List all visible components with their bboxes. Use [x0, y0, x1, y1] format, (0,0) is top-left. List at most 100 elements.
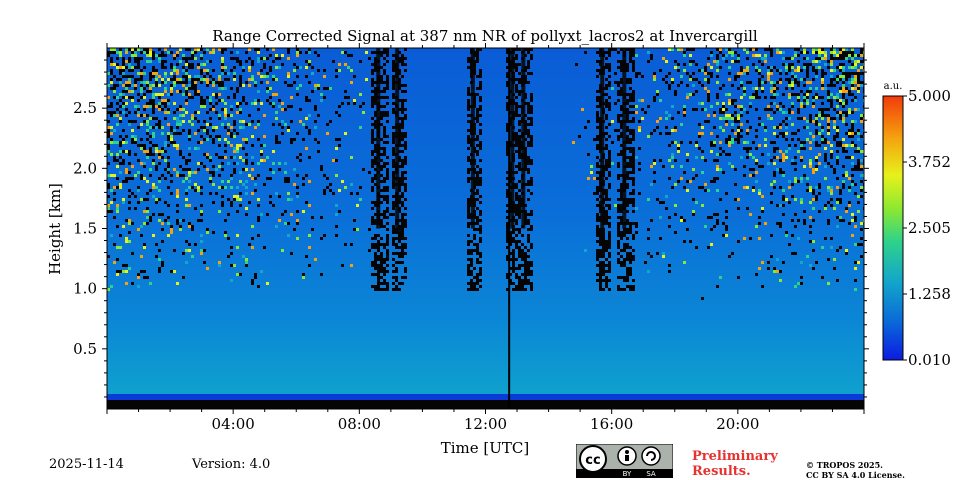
heatmap-cell [626, 78, 629, 81]
heatmap-cell [467, 108, 470, 111]
heatmap-cell [314, 120, 317, 123]
heatmap-cell [200, 192, 203, 195]
heatmap-cell [236, 111, 239, 114]
heatmap-cell [785, 87, 788, 90]
heatmap-cell [665, 195, 668, 198]
heatmap-cell [608, 222, 611, 225]
heatmap-cell [167, 78, 170, 81]
heatmap-cell [221, 180, 224, 183]
heatmap-cell [629, 201, 632, 204]
heatmap-cell [119, 78, 122, 81]
heatmap-cell [629, 285, 632, 288]
heatmap-cell [530, 213, 533, 216]
heatmap-cell [170, 135, 173, 138]
heatmap-cell [119, 69, 122, 72]
heatmap-cell [755, 273, 758, 276]
heatmap-cell [335, 111, 338, 114]
heatmap-cell [404, 270, 407, 273]
heatmap-cell [527, 279, 530, 282]
heatmap-cell [815, 186, 818, 189]
heatmap-cell [860, 150, 863, 153]
heatmap-cell [155, 78, 158, 81]
heatmap-cell [176, 144, 179, 147]
heatmap-cell [677, 144, 680, 147]
heatmap-cell [677, 66, 680, 69]
heatmap-cell [158, 219, 161, 222]
heatmap-cell [827, 84, 830, 87]
heatmap-cell [290, 198, 293, 201]
heatmap-cell [632, 96, 635, 99]
heatmap-cell [704, 78, 707, 81]
heatmap-cell [761, 195, 764, 198]
heatmap-cell [221, 57, 224, 60]
heatmap-cell [476, 180, 479, 183]
heatmap-cell [599, 279, 602, 282]
heatmap-cell [473, 282, 476, 285]
heatmap-cell [233, 123, 236, 126]
heatmap-cell [332, 192, 335, 195]
heatmap-cell [860, 168, 863, 171]
heatmap-cell [626, 237, 629, 240]
heatmap-cell [371, 129, 374, 132]
heatmap-cell [374, 156, 377, 159]
heatmap-cell [158, 177, 161, 180]
heatmap-cell [230, 57, 233, 60]
heatmap-cell [770, 87, 773, 90]
heatmap-cell [629, 246, 632, 249]
heatmap-cell [158, 258, 161, 261]
heatmap-cell [527, 171, 530, 174]
heatmap-cell [374, 150, 377, 153]
heatmap-cell [812, 138, 815, 141]
heatmap-cell [812, 120, 815, 123]
heatmap-cell [221, 162, 224, 165]
heatmap-cell [833, 120, 836, 123]
heatmap-cell [776, 222, 779, 225]
heatmap-cell [662, 165, 665, 168]
heatmap-cell [188, 186, 191, 189]
heatmap-cell [314, 87, 317, 90]
heatmap-cell [398, 84, 401, 87]
heatmap-cell [119, 186, 122, 189]
heatmap-cell [287, 51, 290, 54]
heatmap-cell [209, 177, 212, 180]
heatmap-cell [209, 51, 212, 54]
heatmap-cell [167, 123, 170, 126]
heatmap-cell [245, 264, 248, 267]
heatmap-cell [389, 213, 392, 216]
heatmap-cell [830, 150, 833, 153]
heatmap-cell [596, 138, 599, 141]
heatmap-cell [320, 93, 323, 96]
heatmap-cell [299, 120, 302, 123]
heatmap-cell [830, 84, 833, 87]
heatmap-cell [815, 66, 818, 69]
heatmap-cell [320, 273, 323, 276]
heatmap-cell [854, 225, 857, 228]
heatmap-cell [467, 171, 470, 174]
heatmap-cell [122, 162, 125, 165]
heatmap-cell [830, 51, 833, 54]
heatmap-cell [401, 90, 404, 93]
heatmap-cell [158, 153, 161, 156]
heatmap-cell [728, 66, 731, 69]
heatmap-cell [818, 144, 821, 147]
heatmap-cell [644, 111, 647, 114]
heatmap-cell [221, 99, 224, 102]
heatmap-cell [173, 75, 176, 78]
chart-title: Range Corrected Signal at 387 nm NR of p… [212, 27, 758, 45]
heatmap-cell [164, 177, 167, 180]
heatmap-cell [656, 198, 659, 201]
heatmap-cell [479, 270, 482, 273]
heatmap-cell [125, 84, 128, 87]
heatmap-cell [773, 156, 776, 159]
heatmap-cell [134, 60, 137, 63]
heatmap-cell [740, 108, 743, 111]
heatmap-cell [515, 135, 518, 138]
heatmap-cell [596, 171, 599, 174]
heatmap-cell [224, 102, 227, 105]
heatmap-cell [842, 138, 845, 141]
heatmap-cell [206, 129, 209, 132]
heatmap-cell [629, 138, 632, 141]
heatmap-cell [839, 99, 842, 102]
heatmap-cell [476, 75, 479, 78]
heatmap-cell [194, 243, 197, 246]
